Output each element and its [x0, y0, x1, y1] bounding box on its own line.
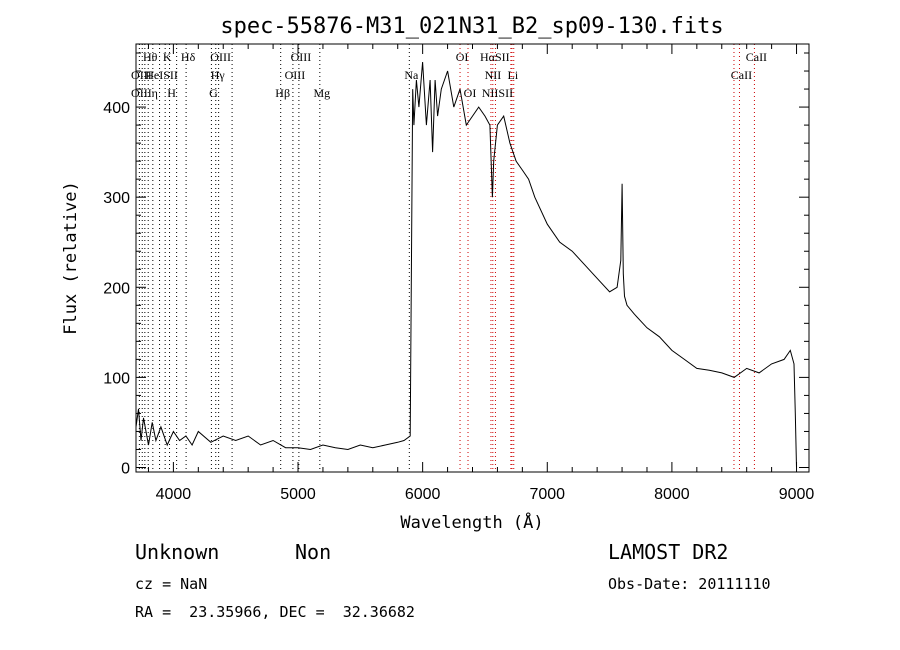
spectral-line-label: CaII	[731, 68, 752, 82]
spectral-line-label: OI	[464, 86, 477, 100]
spectral-line-label: K	[163, 50, 172, 64]
y-axis-label: Flux (relative)	[61, 181, 81, 335]
sky-coordinates: RA = 23.35966, DEC = 32.36682	[135, 603, 415, 621]
spectral-line-markers	[138, 44, 755, 472]
spectral-line-labels: Hθ K Hδ OIII OIII OI HαSII CaII OIII HeISII Hγ OIII…	[131, 50, 767, 100]
y-tick-label: 200	[103, 280, 130, 297]
spectral-line-label: CaII	[746, 50, 767, 64]
x-axis-label: Wavelength (Å)	[400, 511, 543, 533]
spectral-line-label: Hγ	[211, 68, 226, 82]
spectrum-series-line	[135, 61, 797, 468]
chart-title: spec-55876-M31_021N31_B2_sp09-130.fits	[220, 14, 723, 39]
spectral-line-label: Hθ	[143, 50, 158, 64]
x-tick-label: 6000	[405, 486, 441, 503]
x-tick-label: 4000	[156, 486, 192, 503]
y-tick-label: 100	[103, 370, 130, 387]
observation-date: Obs-Date: 20111110	[608, 575, 771, 593]
spectral-line-label: Li	[508, 68, 519, 82]
spectral-line-label: Hδ	[181, 50, 196, 64]
spectral-line-label: G	[209, 86, 218, 100]
x-axis-ticks: 4000 5000 6000 7000 8000 9000	[147, 44, 815, 503]
spectral-class: Unknown	[135, 540, 220, 564]
x-tick-label: 7000	[529, 486, 565, 503]
spectral-line-label: OI	[456, 50, 469, 64]
spectral-line-label: H	[167, 86, 176, 100]
y-tick-label: 0	[121, 460, 130, 477]
spectral-line-label: η	[152, 86, 158, 100]
y-tick-label: 400	[103, 100, 130, 117]
spectral-subclass: Non	[295, 540, 332, 564]
spectral-line-label: OIII	[291, 50, 312, 64]
x-tick-label: 5000	[280, 486, 316, 503]
x-tick-label: 8000	[654, 486, 690, 503]
spectral-line-label: OIII	[210, 50, 231, 64]
spectral-line-label: NII	[485, 68, 502, 82]
y-axis-ticks: 0 100 200 300 400	[103, 52, 809, 477]
spectral-line-label: Hβ	[275, 86, 290, 100]
spectral-line-label: Na	[404, 68, 419, 82]
redshift-cz: cz = NaN	[135, 575, 208, 593]
survey-name: LAMOST DR2	[608, 540, 729, 564]
plot-frame	[135, 43, 810, 473]
spectral-line-label: Mg	[313, 86, 330, 100]
spectral-line-label: OIII	[285, 68, 306, 82]
spectral-line-label: HeISII	[145, 68, 178, 82]
y-tick-label: 300	[103, 190, 130, 207]
x-tick-label: 9000	[779, 486, 815, 503]
spectral-line-label: OIII	[131, 86, 152, 100]
spectral-line-label: NIISII	[482, 86, 513, 100]
spectral-line-label: HαSII	[480, 50, 510, 64]
